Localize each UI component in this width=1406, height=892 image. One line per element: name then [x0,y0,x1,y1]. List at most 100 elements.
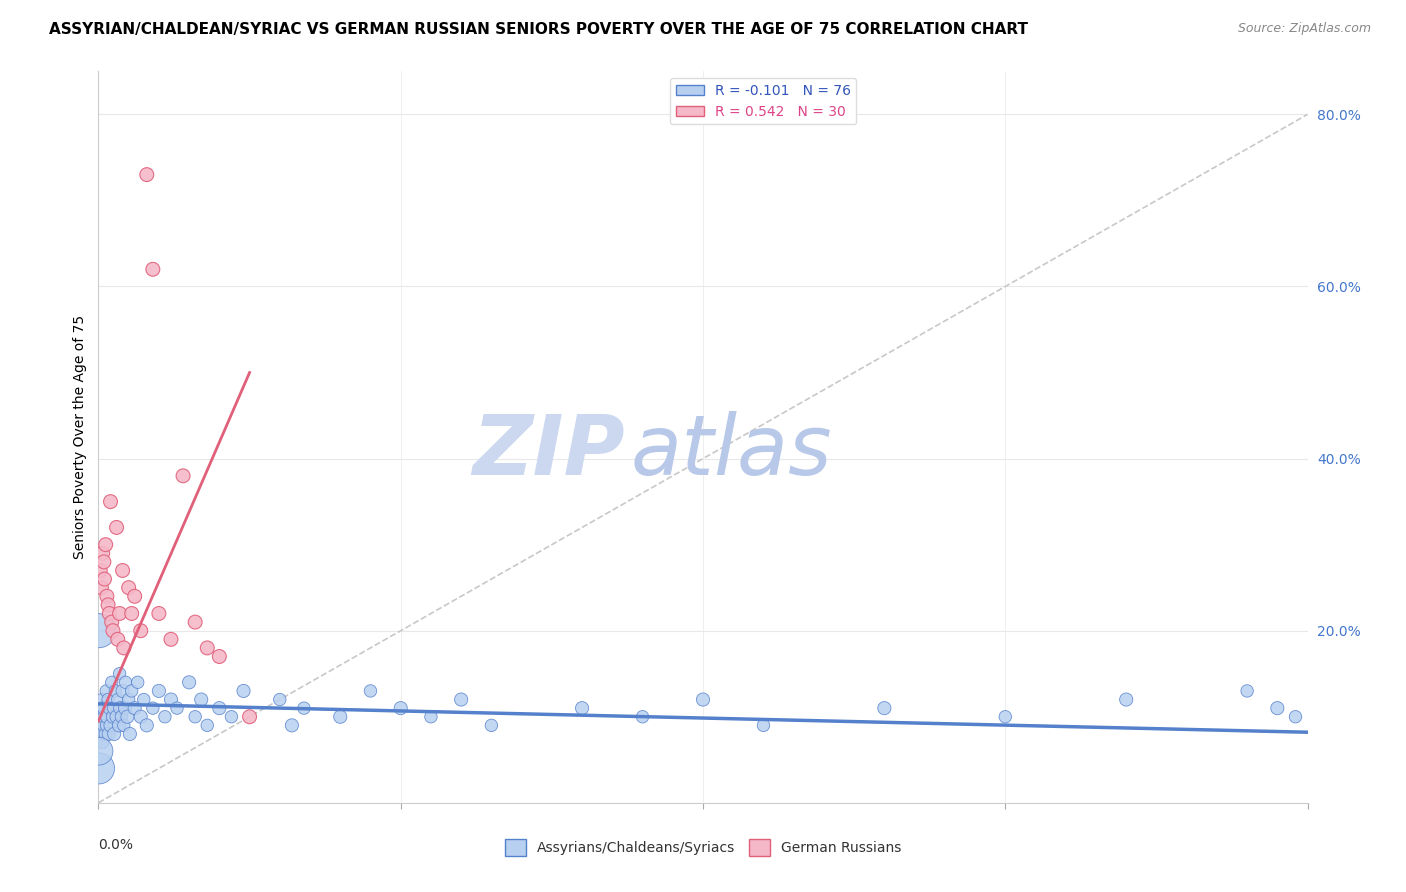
Point [184,615,207,629]
Point [89,701,111,715]
Point [148,684,170,698]
Point [96,684,118,698]
Point [96,718,118,732]
Point [195,718,218,732]
Point [208,701,231,715]
Point [166,701,188,715]
Point [292,701,315,715]
Point [752,718,775,732]
Point [100,718,122,732]
Point [124,701,146,715]
Point [1284,710,1306,724]
Point [1267,701,1289,715]
Point [118,727,141,741]
Point [160,632,183,647]
Point [93,710,115,724]
Point [108,701,131,715]
Point [195,640,218,655]
Point [91,692,114,706]
Point [129,710,152,724]
Point [142,262,165,277]
Point [108,666,131,681]
Point [98,607,121,621]
Point [103,701,125,715]
Point [90,727,112,741]
Text: atlas: atlas [630,411,832,492]
Point [112,640,135,655]
Point [239,710,262,724]
Point [100,675,122,690]
Point [184,710,207,724]
Point [153,710,176,724]
Point [108,718,131,732]
Point [127,675,149,690]
Point [90,581,112,595]
Point [329,710,352,724]
Point [97,727,120,741]
Point [142,701,165,715]
Point [118,581,141,595]
Point [994,710,1017,724]
Point [221,710,243,724]
Point [124,589,146,603]
Point [96,589,118,603]
Point [87,761,110,775]
Point [89,564,111,578]
Point [135,718,157,732]
Point [107,692,129,706]
Point [1115,692,1137,706]
Point [100,615,122,629]
Text: ZIP: ZIP [472,411,624,492]
Point [110,710,132,724]
Point [111,684,134,698]
Point [94,727,117,741]
Point [631,710,654,724]
Point [160,692,183,706]
Point [208,649,231,664]
Point [97,598,120,612]
Point [90,710,112,724]
Point [100,494,122,508]
Point [121,607,143,621]
Point [232,684,254,698]
Point [450,692,472,706]
Point [101,624,124,638]
Point [93,572,115,586]
Point [87,624,110,638]
Point [103,727,125,741]
Point [104,684,127,698]
Point [105,710,128,724]
Point [389,701,412,715]
Point [114,701,136,715]
Text: ASSYRIAN/CHALDEAN/SYRIAC VS GERMAN RUSSIAN SENIORS POVERTY OVER THE AGE OF 75 CO: ASSYRIAN/CHALDEAN/SYRIAC VS GERMAN RUSSI… [49,22,1028,37]
Point [148,607,170,621]
Point [101,710,124,724]
Point [281,718,304,732]
Point [129,624,152,638]
Point [91,735,114,749]
Point [97,692,120,706]
Point [96,710,118,724]
Point [172,468,194,483]
Point [121,684,143,698]
Text: 0.0%: 0.0% [98,838,134,852]
Point [179,675,201,690]
Point [692,692,714,706]
Point [114,675,136,690]
Point [93,555,115,569]
Point [87,744,110,758]
Point [94,538,117,552]
Point [89,718,111,732]
Y-axis label: Seniors Poverty Over the Age of 75: Seniors Poverty Over the Age of 75 [73,315,87,559]
Point [420,710,443,724]
Point [107,632,129,647]
Point [98,701,121,715]
Point [571,701,593,715]
Point [132,692,155,706]
Point [190,692,212,706]
Point [117,710,139,724]
Point [481,718,503,732]
Point [105,520,128,534]
Point [873,701,896,715]
Point [91,718,114,732]
